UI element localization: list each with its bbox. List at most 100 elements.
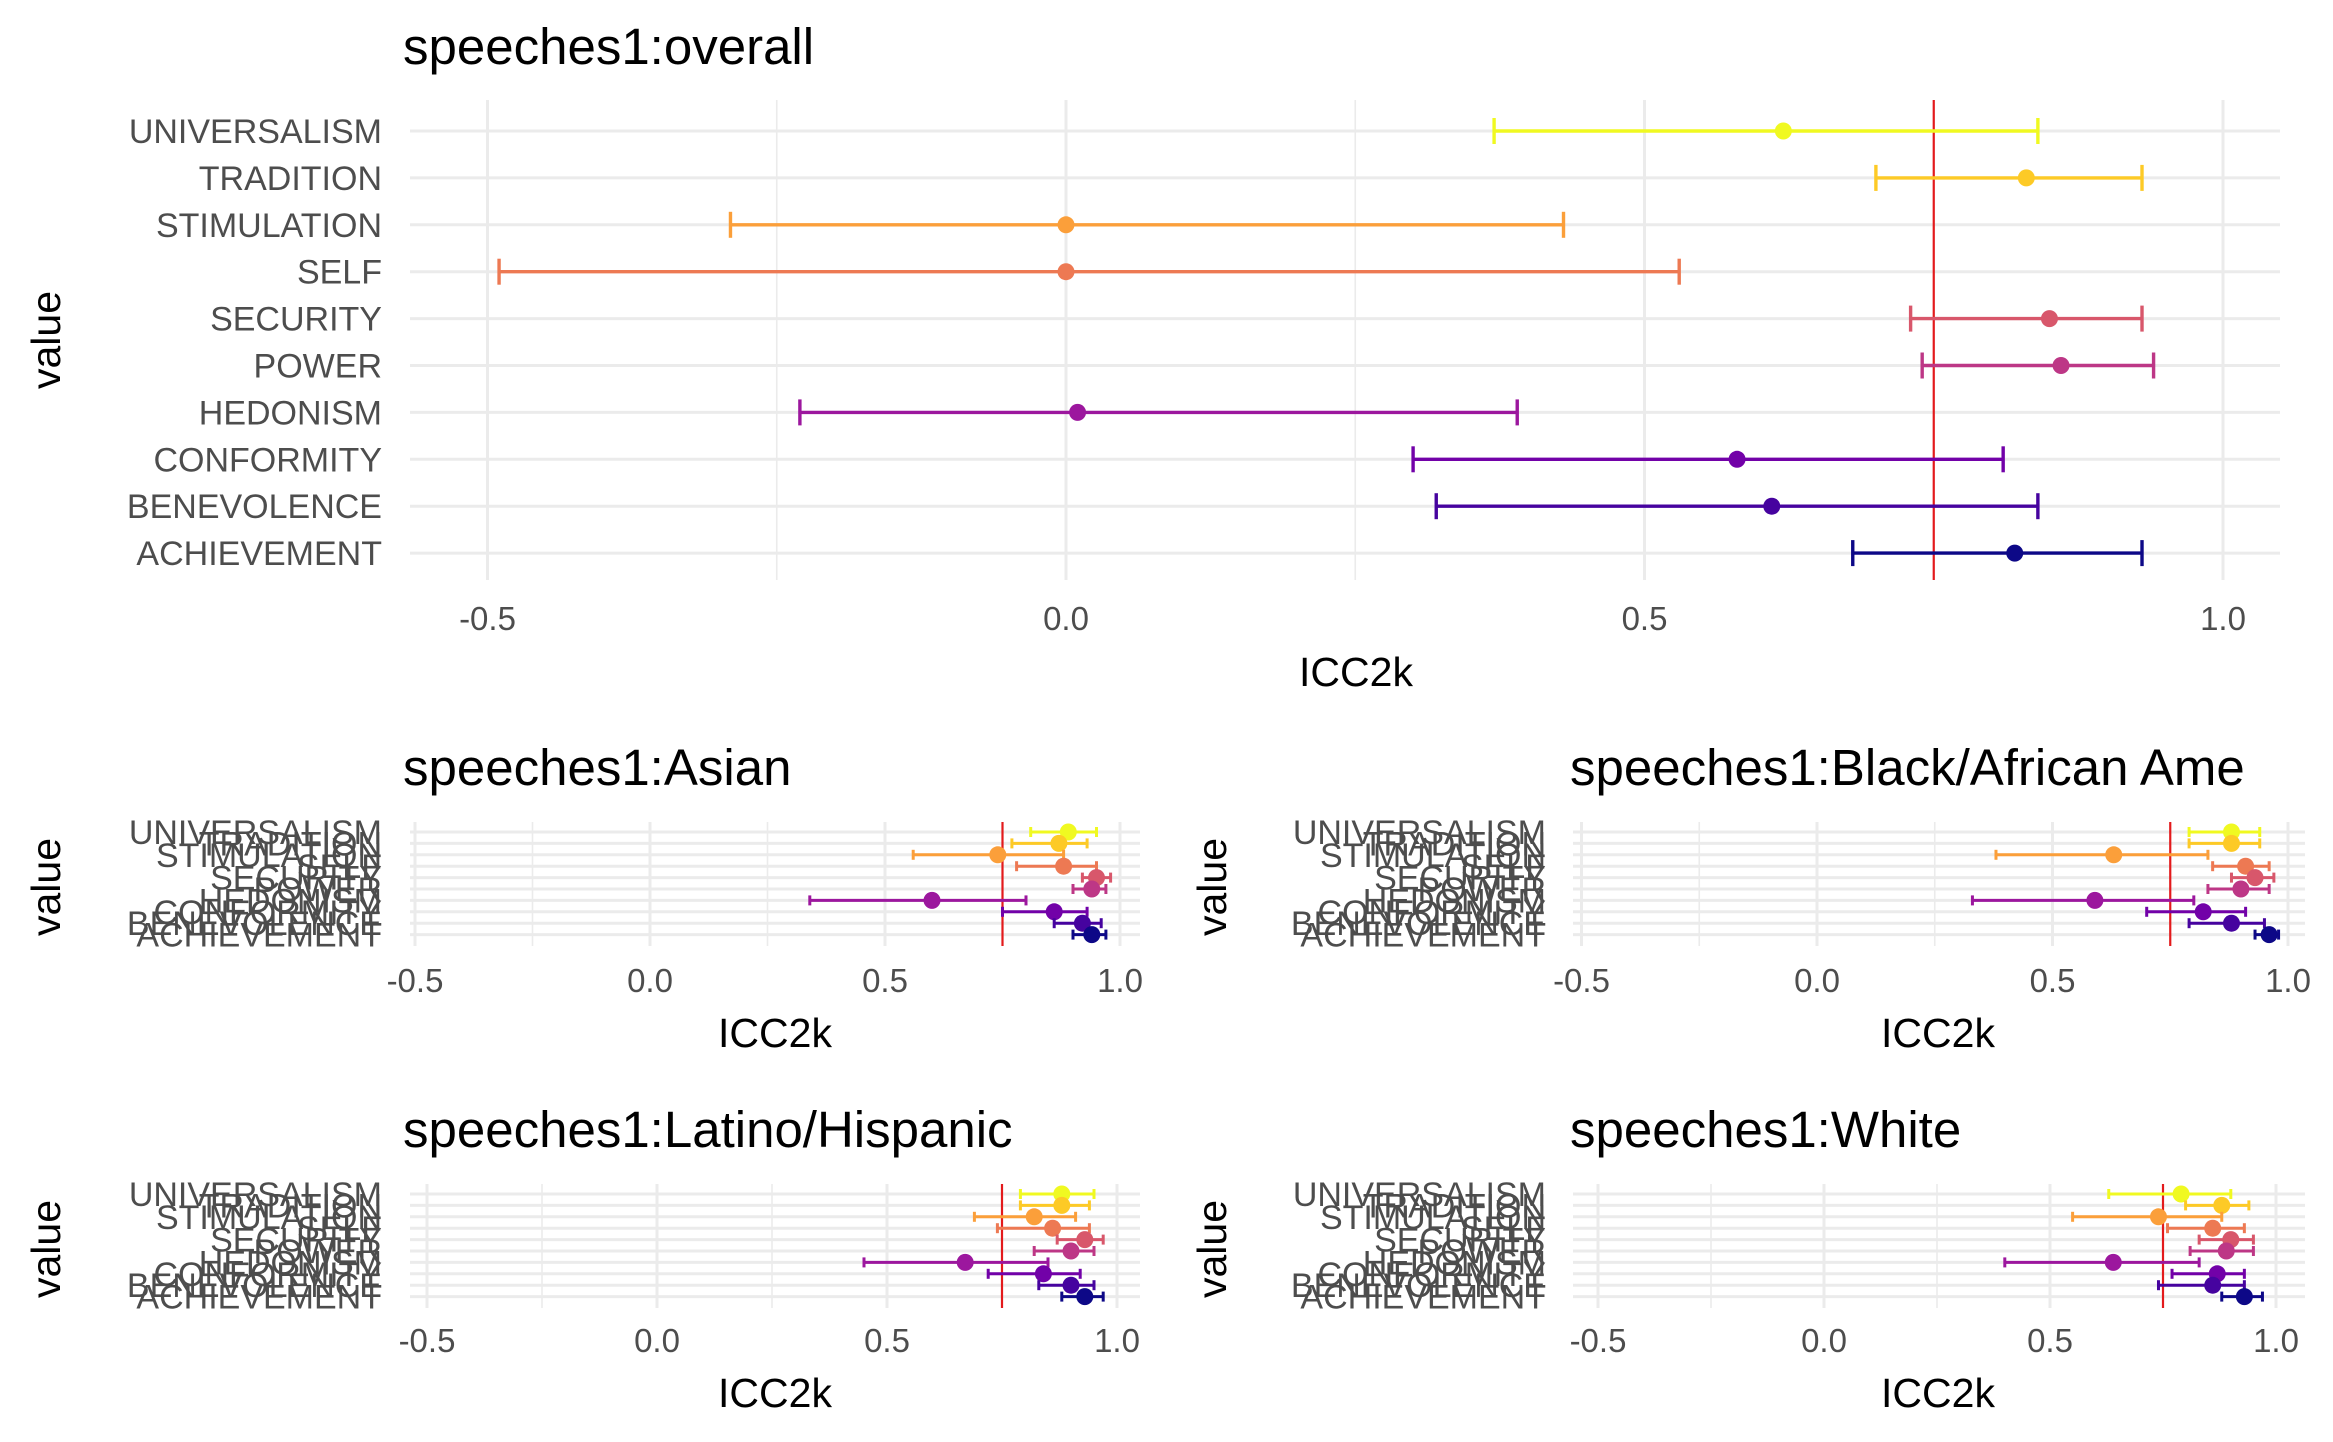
y-tick-label: STIMULATION xyxy=(1320,837,1546,875)
point-hedonism xyxy=(2086,891,2104,909)
point-universalism xyxy=(1774,122,1792,140)
y-tick-label: POWER xyxy=(1418,1233,1546,1271)
point-self xyxy=(2204,1219,2222,1237)
x-tick-label: -0.5 xyxy=(399,1322,456,1359)
x-tick-label: 0.0 xyxy=(634,1322,680,1359)
point-hedonism xyxy=(1069,403,1087,421)
point-security xyxy=(2040,310,2058,328)
point-conformity xyxy=(1045,903,1063,921)
x-tick-label: 0.0 xyxy=(627,962,673,999)
y-tick-label: SELF xyxy=(297,1210,382,1248)
point-achievement xyxy=(1076,1288,1094,1306)
x-tick-label: 0.0 xyxy=(1794,962,1840,999)
x-tick-label: 0.0 xyxy=(1043,600,1089,637)
y-tick-label: UNIVERSALISM xyxy=(1293,1176,1546,1214)
point-stimulation xyxy=(1057,216,1075,234)
y-tick-label: ACHIEVEMENT xyxy=(136,535,382,573)
y-tick-label: BENEVOLENCE xyxy=(1291,905,1546,943)
y-tick-label: HEDONISM xyxy=(1363,882,1546,920)
y-tick-label: POWER xyxy=(1418,871,1546,909)
y-tick-label: ACHIEVEMENT xyxy=(136,917,382,955)
panel-title: speeches1:Black/African Ame xyxy=(1570,739,2245,796)
y-tick-label: TRADITION xyxy=(1363,825,1546,863)
point-power xyxy=(2232,880,2250,898)
y-tick-label: POWER xyxy=(254,871,382,909)
x-tick-label: -0.5 xyxy=(387,962,444,999)
y-tick-label: SECURITY xyxy=(210,1222,382,1260)
x-axis-label: ICC2k xyxy=(1881,1010,1995,1056)
x-tick-label: 0.5 xyxy=(1622,600,1668,637)
y-tick-label: HEDONISM xyxy=(199,394,382,432)
point-power xyxy=(2217,1242,2235,1260)
point-self xyxy=(1057,263,1075,281)
y-tick-label: CONFORMITY xyxy=(1317,894,1546,932)
y-tick-label: POWER xyxy=(254,348,382,386)
y-tick-label: CONFORMITY xyxy=(153,894,382,932)
point-benevolence xyxy=(1763,497,1781,515)
point-hedonism xyxy=(923,891,941,909)
y-tick-label: STIMULATION xyxy=(156,207,382,245)
y-tick-label: STIMULATION xyxy=(156,1199,382,1237)
point-benevolence xyxy=(2204,1276,2222,1294)
y-tick-label: UNIVERSALISM xyxy=(1293,814,1546,852)
point-stimulation xyxy=(2149,1208,2167,1226)
point-tradition xyxy=(2213,1196,2231,1214)
y-tick-label: STIMULATION xyxy=(156,837,382,875)
x-tick-label: 0.5 xyxy=(2027,1322,2073,1359)
point-achievement xyxy=(2260,926,2278,944)
y-tick-label: CONFORMITY xyxy=(1317,1256,1546,1294)
y-tick-label: HEDONISM xyxy=(1363,1244,1546,1282)
y-tick-label: UNIVERSALISM xyxy=(129,814,382,852)
point-stimulation xyxy=(989,846,1007,864)
y-tick-label: ACHIEVEMENT xyxy=(136,1279,382,1317)
point-universalism xyxy=(2172,1185,2190,1203)
panel-title: speeches1:overall xyxy=(403,18,814,75)
point-self xyxy=(1044,1219,1062,1237)
x-tick-label: 1.0 xyxy=(2253,1322,2299,1359)
chart-panel-3: UNIVERSALISMTRADITIONSTIMULATIONSELFSECU… xyxy=(23,1101,1140,1416)
chart-panel-2: UNIVERSALISMTRADITIONSTIMULATIONSELFSECU… xyxy=(1189,739,2311,1056)
point-stimulation xyxy=(2105,846,2123,864)
x-axis-label: ICC2k xyxy=(718,1010,832,1056)
x-axis-label: ICC2k xyxy=(718,1370,832,1416)
y-tick-label: TRADITION xyxy=(199,160,382,198)
point-tradition xyxy=(1050,834,1068,852)
x-tick-label: -0.5 xyxy=(1553,962,1610,999)
point-self xyxy=(2237,857,2255,875)
x-tick-label: 1.0 xyxy=(1097,962,1143,999)
panel-title: speeches1:Latino/Hispanic xyxy=(403,1101,1013,1158)
x-axis-label: ICC2k xyxy=(1881,1370,1995,1416)
y-axis-label: value xyxy=(1189,1200,1235,1298)
x-tick-label: 0.5 xyxy=(2030,962,2076,999)
chart-panel-1: UNIVERSALISMTRADITIONSTIMULATIONSELFSECU… xyxy=(23,739,1143,1056)
x-tick-label: 1.0 xyxy=(2265,962,2311,999)
y-tick-label: BENEVOLENCE xyxy=(127,488,382,526)
x-tick-label: 0.5 xyxy=(862,962,908,999)
point-power xyxy=(2052,357,2070,374)
point-hedonism xyxy=(956,1253,974,1271)
y-tick-label: TRADITION xyxy=(199,1187,382,1225)
y-tick-label: SELF xyxy=(297,848,382,886)
y-tick-label: HEDONISM xyxy=(199,882,382,920)
y-tick-label: UNIVERSALISM xyxy=(129,113,382,151)
y-tick-label: BENEVOLENCE xyxy=(127,1267,382,1305)
y-tick-label: SECURITY xyxy=(210,301,382,339)
point-achievement xyxy=(2006,544,2024,562)
x-tick-label: 1.0 xyxy=(2200,600,2246,637)
y-tick-label: HEDONISM xyxy=(199,1244,382,1282)
point-conformity xyxy=(1034,1265,1052,1283)
x-tick-label: -0.5 xyxy=(459,600,516,637)
y-tick-label: SELF xyxy=(1461,848,1546,886)
y-tick-label: BENEVOLENCE xyxy=(1291,1267,1546,1305)
point-universalism xyxy=(1059,823,1077,841)
y-tick-label: SECURITY xyxy=(1374,1222,1546,1260)
y-tick-label: UNIVERSALISM xyxy=(129,1176,382,1214)
point-security xyxy=(2246,869,2264,887)
y-tick-label: SELF xyxy=(297,254,382,292)
point-achievement xyxy=(1083,926,1101,944)
point-power xyxy=(1083,880,1101,898)
y-tick-label: ACHIEVEMENT xyxy=(1300,1279,1546,1317)
point-benevolence xyxy=(1062,1276,1080,1294)
point-tradition xyxy=(1053,1196,1071,1214)
